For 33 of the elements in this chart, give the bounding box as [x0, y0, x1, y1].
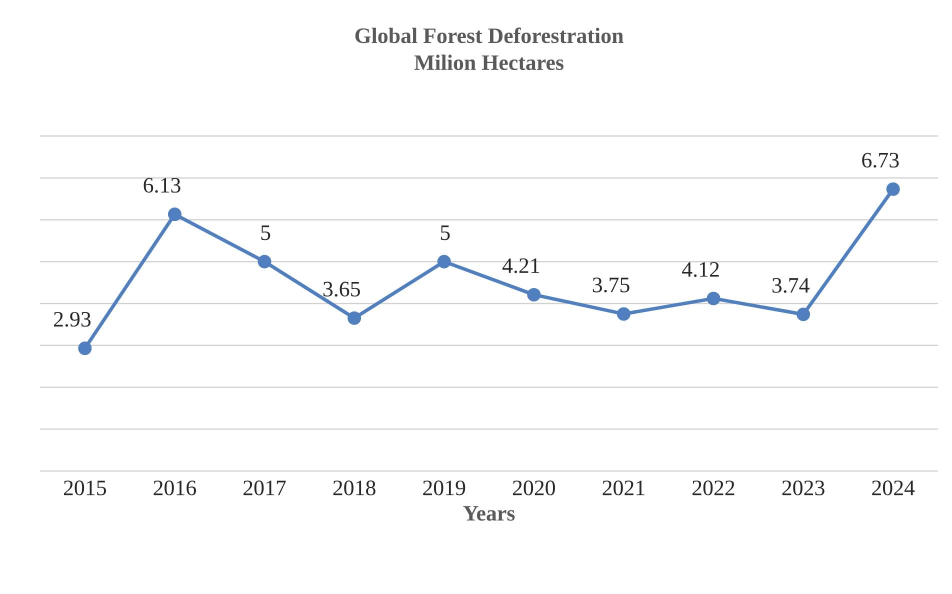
- point: [616, 307, 630, 321]
- data-label: 4.12: [682, 262, 719, 277]
- point: [78, 342, 92, 356]
- x-tick-label: 2023: [782, 480, 824, 496]
- point: [706, 292, 720, 306]
- x-tick-label: 2024: [872, 480, 915, 496]
- point: [796, 308, 810, 322]
- point: [258, 254, 272, 268]
- x-tick-label: 2018: [333, 480, 376, 496]
- data-label: 5: [440, 226, 450, 240]
- chart-title: Global Forest Deforestration: [355, 28, 624, 44]
- data-label: 3.75: [592, 278, 630, 292]
- data-label: 3.65: [323, 282, 360, 297]
- point: [348, 311, 362, 325]
- x-tick-label: 2021: [602, 480, 644, 496]
- data-label: 2.93: [54, 312, 91, 327]
- point: [527, 288, 541, 302]
- x-tick-label: 2017: [244, 480, 286, 496]
- x-tick-label: 2015: [64, 480, 106, 496]
- data-label: 6.13: [144, 178, 180, 193]
- chart-subtitle: Milion Hectares: [414, 54, 564, 70]
- x-axis-title: Years: [463, 506, 515, 521]
- point: [437, 254, 451, 268]
- data-label: 3.74: [772, 278, 810, 293]
- x-tick-label: 2022: [692, 480, 734, 496]
- x-tick-label: 2020: [512, 480, 555, 496]
- point: [168, 208, 182, 222]
- data-label: 4.21: [502, 258, 540, 274]
- x-tick-label: 2019: [423, 480, 466, 496]
- data-label: 5: [261, 226, 270, 240]
- point: [886, 182, 900, 196]
- x-tick-label: 2016: [154, 480, 196, 496]
- data-label: 6.73: [862, 152, 899, 168]
